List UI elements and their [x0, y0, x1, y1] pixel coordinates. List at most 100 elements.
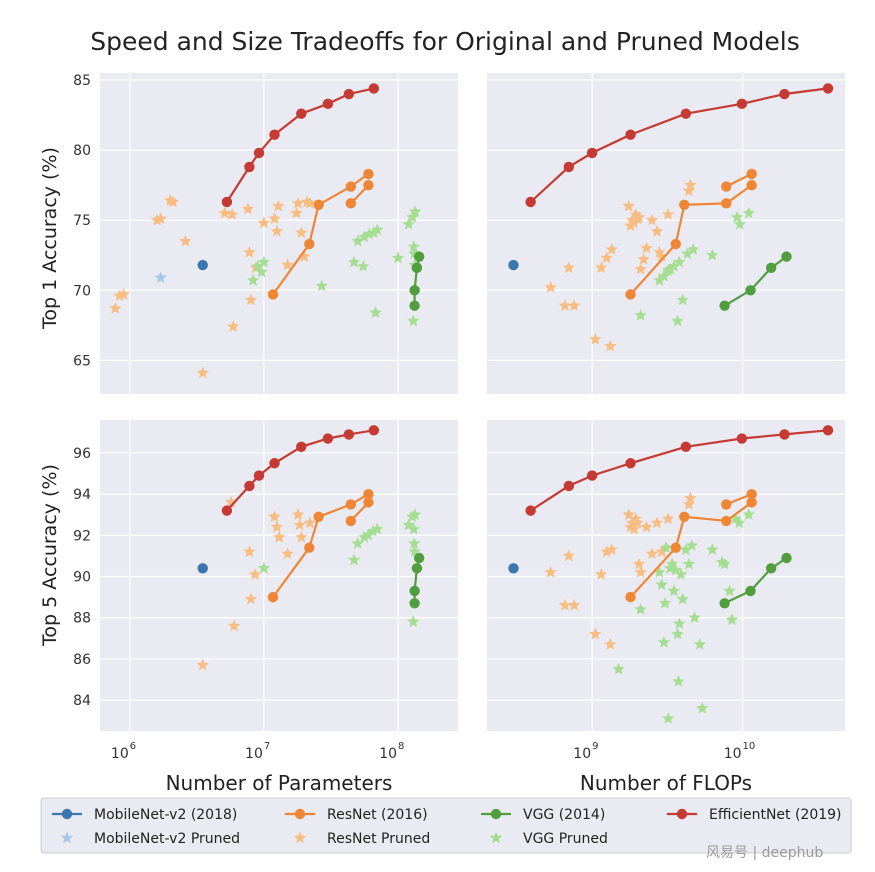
- star-point: [295, 530, 308, 543]
- star-point: [659, 541, 673, 553]
- point-marker: [313, 511, 324, 523]
- star-point: [632, 557, 646, 570]
- point-marker: [409, 285, 420, 296]
- point-marker: [345, 499, 357, 510]
- star-point: [604, 638, 617, 650]
- panel-background: [100, 420, 458, 731]
- star-point: [367, 226, 380, 239]
- star-point: [631, 516, 644, 529]
- star-point: [290, 206, 303, 219]
- star-point: [667, 259, 681, 272]
- star-point: [272, 199, 285, 212]
- star-point: [653, 274, 666, 286]
- star-point: [281, 547, 294, 560]
- star-point: [725, 613, 739, 625]
- star-point: [544, 281, 557, 293]
- star-point: [589, 332, 602, 345]
- point-marker: [625, 591, 636, 603]
- star-point: [661, 512, 675, 525]
- y-axis-label-top1: Top 1 Accuracy (%): [39, 147, 61, 330]
- legend-label: EfficientNet (2019): [709, 807, 842, 823]
- star-point: [558, 299, 572, 311]
- star-point: [655, 578, 668, 590]
- point-marker: [221, 505, 233, 516]
- series-mobilenet: [508, 259, 519, 271]
- star-point: [624, 219, 637, 231]
- star-point: [351, 234, 364, 247]
- series-vgg-pruned: [634, 206, 755, 327]
- series-line: [724, 255, 788, 307]
- star-point: [371, 223, 384, 236]
- point-marker: [313, 199, 324, 210]
- star-point: [227, 320, 240, 332]
- series-resnet: [625, 497, 757, 603]
- legend-label: MobileNet-v2 (2018): [94, 807, 237, 823]
- star-point: [295, 226, 308, 239]
- point-marker: [746, 497, 757, 508]
- star-point: [723, 584, 736, 597]
- star-point: [402, 217, 415, 230]
- star-point: [351, 537, 364, 549]
- star-point: [595, 568, 608, 580]
- point-marker: [765, 563, 777, 574]
- star-point: [357, 259, 370, 272]
- point-marker: [413, 251, 425, 262]
- star-point: [562, 549, 575, 562]
- panel-flops-top5: 10 9 10 10: [487, 420, 845, 762]
- point-marker: [253, 470, 265, 481]
- star-point: [303, 196, 316, 209]
- x-tick-base: 10: [379, 746, 397, 762]
- star-point: [291, 196, 305, 209]
- legend-item: VGG (2014): [481, 807, 605, 823]
- star-point: [657, 269, 671, 282]
- point-marker: [822, 425, 834, 436]
- star-point: [634, 262, 647, 275]
- star-point: [268, 510, 281, 523]
- y-tick-label: 65: [73, 353, 91, 369]
- series-mobilenet-pruned: [154, 271, 167, 283]
- star-point: [655, 250, 668, 262]
- point-marker: [269, 458, 280, 469]
- point-marker: [670, 542, 682, 553]
- series-resnet: [625, 179, 757, 300]
- star-point: [742, 508, 755, 520]
- star-point: [244, 592, 258, 605]
- watermark-text: 风易号 | deephub: [706, 845, 824, 861]
- panel-background: [487, 73, 845, 394]
- point-marker: [670, 238, 682, 250]
- series-efficientnet: [525, 425, 834, 516]
- series-resnet-pruned: [196, 495, 316, 671]
- star-point: [674, 568, 688, 580]
- series-resnet: [721, 168, 757, 192]
- star-point: [246, 274, 260, 286]
- star-point: [281, 258, 294, 271]
- series-efficientnet: [525, 83, 834, 208]
- point-marker: [625, 129, 636, 140]
- y-tick-label: 84: [73, 693, 91, 709]
- point-marker: [625, 458, 636, 469]
- star-point: [650, 516, 664, 529]
- point-marker: [368, 425, 380, 436]
- chart-title: Speed and Size Tradeoffs for Original an…: [90, 27, 799, 56]
- point-marker: [244, 480, 255, 492]
- star-point: [600, 251, 613, 264]
- star-point: [640, 520, 653, 533]
- star-point: [696, 701, 709, 714]
- series-line: [724, 557, 788, 605]
- point-marker: [304, 542, 315, 553]
- star-point: [640, 241, 653, 254]
- star-point: [685, 539, 698, 551]
- legend-star: [489, 831, 503, 844]
- point-marker: [197, 259, 208, 271]
- star-point: [244, 293, 258, 306]
- star-point: [684, 491, 697, 504]
- star-point: [358, 230, 371, 243]
- star-point: [366, 524, 380, 537]
- star-point: [673, 255, 686, 268]
- point-marker: [269, 129, 280, 140]
- series-line: [413, 256, 421, 306]
- legend-label: MobileNet-v2 Pruned: [94, 831, 240, 847]
- series-resnet: [345, 179, 374, 209]
- panel-flops-top1: [487, 73, 845, 394]
